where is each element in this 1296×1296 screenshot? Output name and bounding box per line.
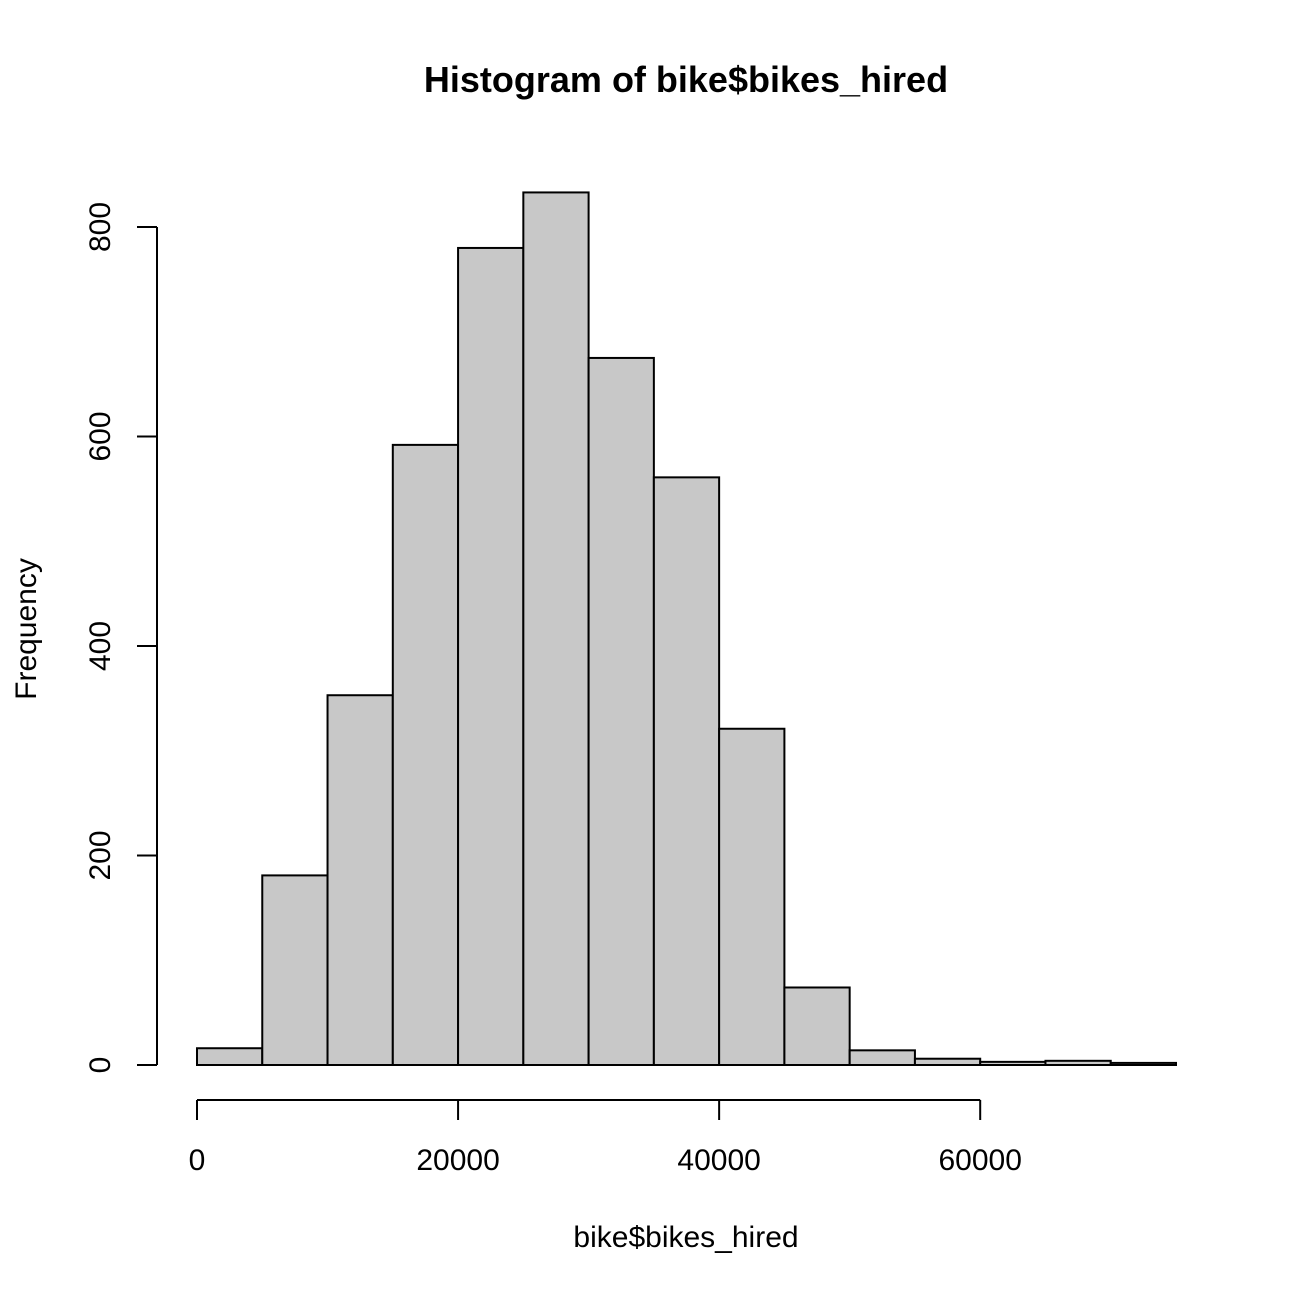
x-axis-label: bike$bikes_hired xyxy=(573,1221,798,1254)
histogram-bar xyxy=(718,727,786,1066)
histogram-bar xyxy=(652,476,721,1067)
chart-title: Histogram of bike$bikes_hired xyxy=(424,59,948,100)
x-axis: 0 20000 40000 60000 xyxy=(189,1099,1022,1177)
bars-group xyxy=(196,191,1177,1067)
histogram-bar xyxy=(1109,1061,1177,1067)
histogram-bar xyxy=(979,1060,1047,1067)
histogram-bar xyxy=(848,1049,916,1066)
x-tick-label: 0 xyxy=(189,1144,206,1177)
y-tick-label: 200 xyxy=(84,830,117,880)
y-axis-label: Frequency xyxy=(10,558,43,700)
y-tick-label: 400 xyxy=(84,621,117,671)
histogram-bar xyxy=(457,246,525,1066)
y-tick-label: 600 xyxy=(84,411,117,461)
histogram-bar xyxy=(391,443,460,1066)
histogram-bar xyxy=(522,191,590,1066)
y-tick-label: 800 xyxy=(84,202,117,252)
histogram-bar xyxy=(1044,1059,1112,1067)
y-tick-label: 0 xyxy=(84,1057,117,1074)
histogram-bar xyxy=(326,694,394,1066)
histogram-bar xyxy=(783,986,851,1066)
histogram-bar xyxy=(587,356,655,1066)
histogram-bar xyxy=(196,1047,264,1066)
y-axis: 0 200 400 600 800 xyxy=(84,202,158,1074)
histogram-bar xyxy=(913,1057,982,1066)
x-tick-label: 40000 xyxy=(677,1144,760,1177)
x-tick-label: 20000 xyxy=(416,1144,499,1177)
x-tick-label: 60000 xyxy=(938,1144,1021,1177)
histogram-bar xyxy=(261,874,329,1067)
